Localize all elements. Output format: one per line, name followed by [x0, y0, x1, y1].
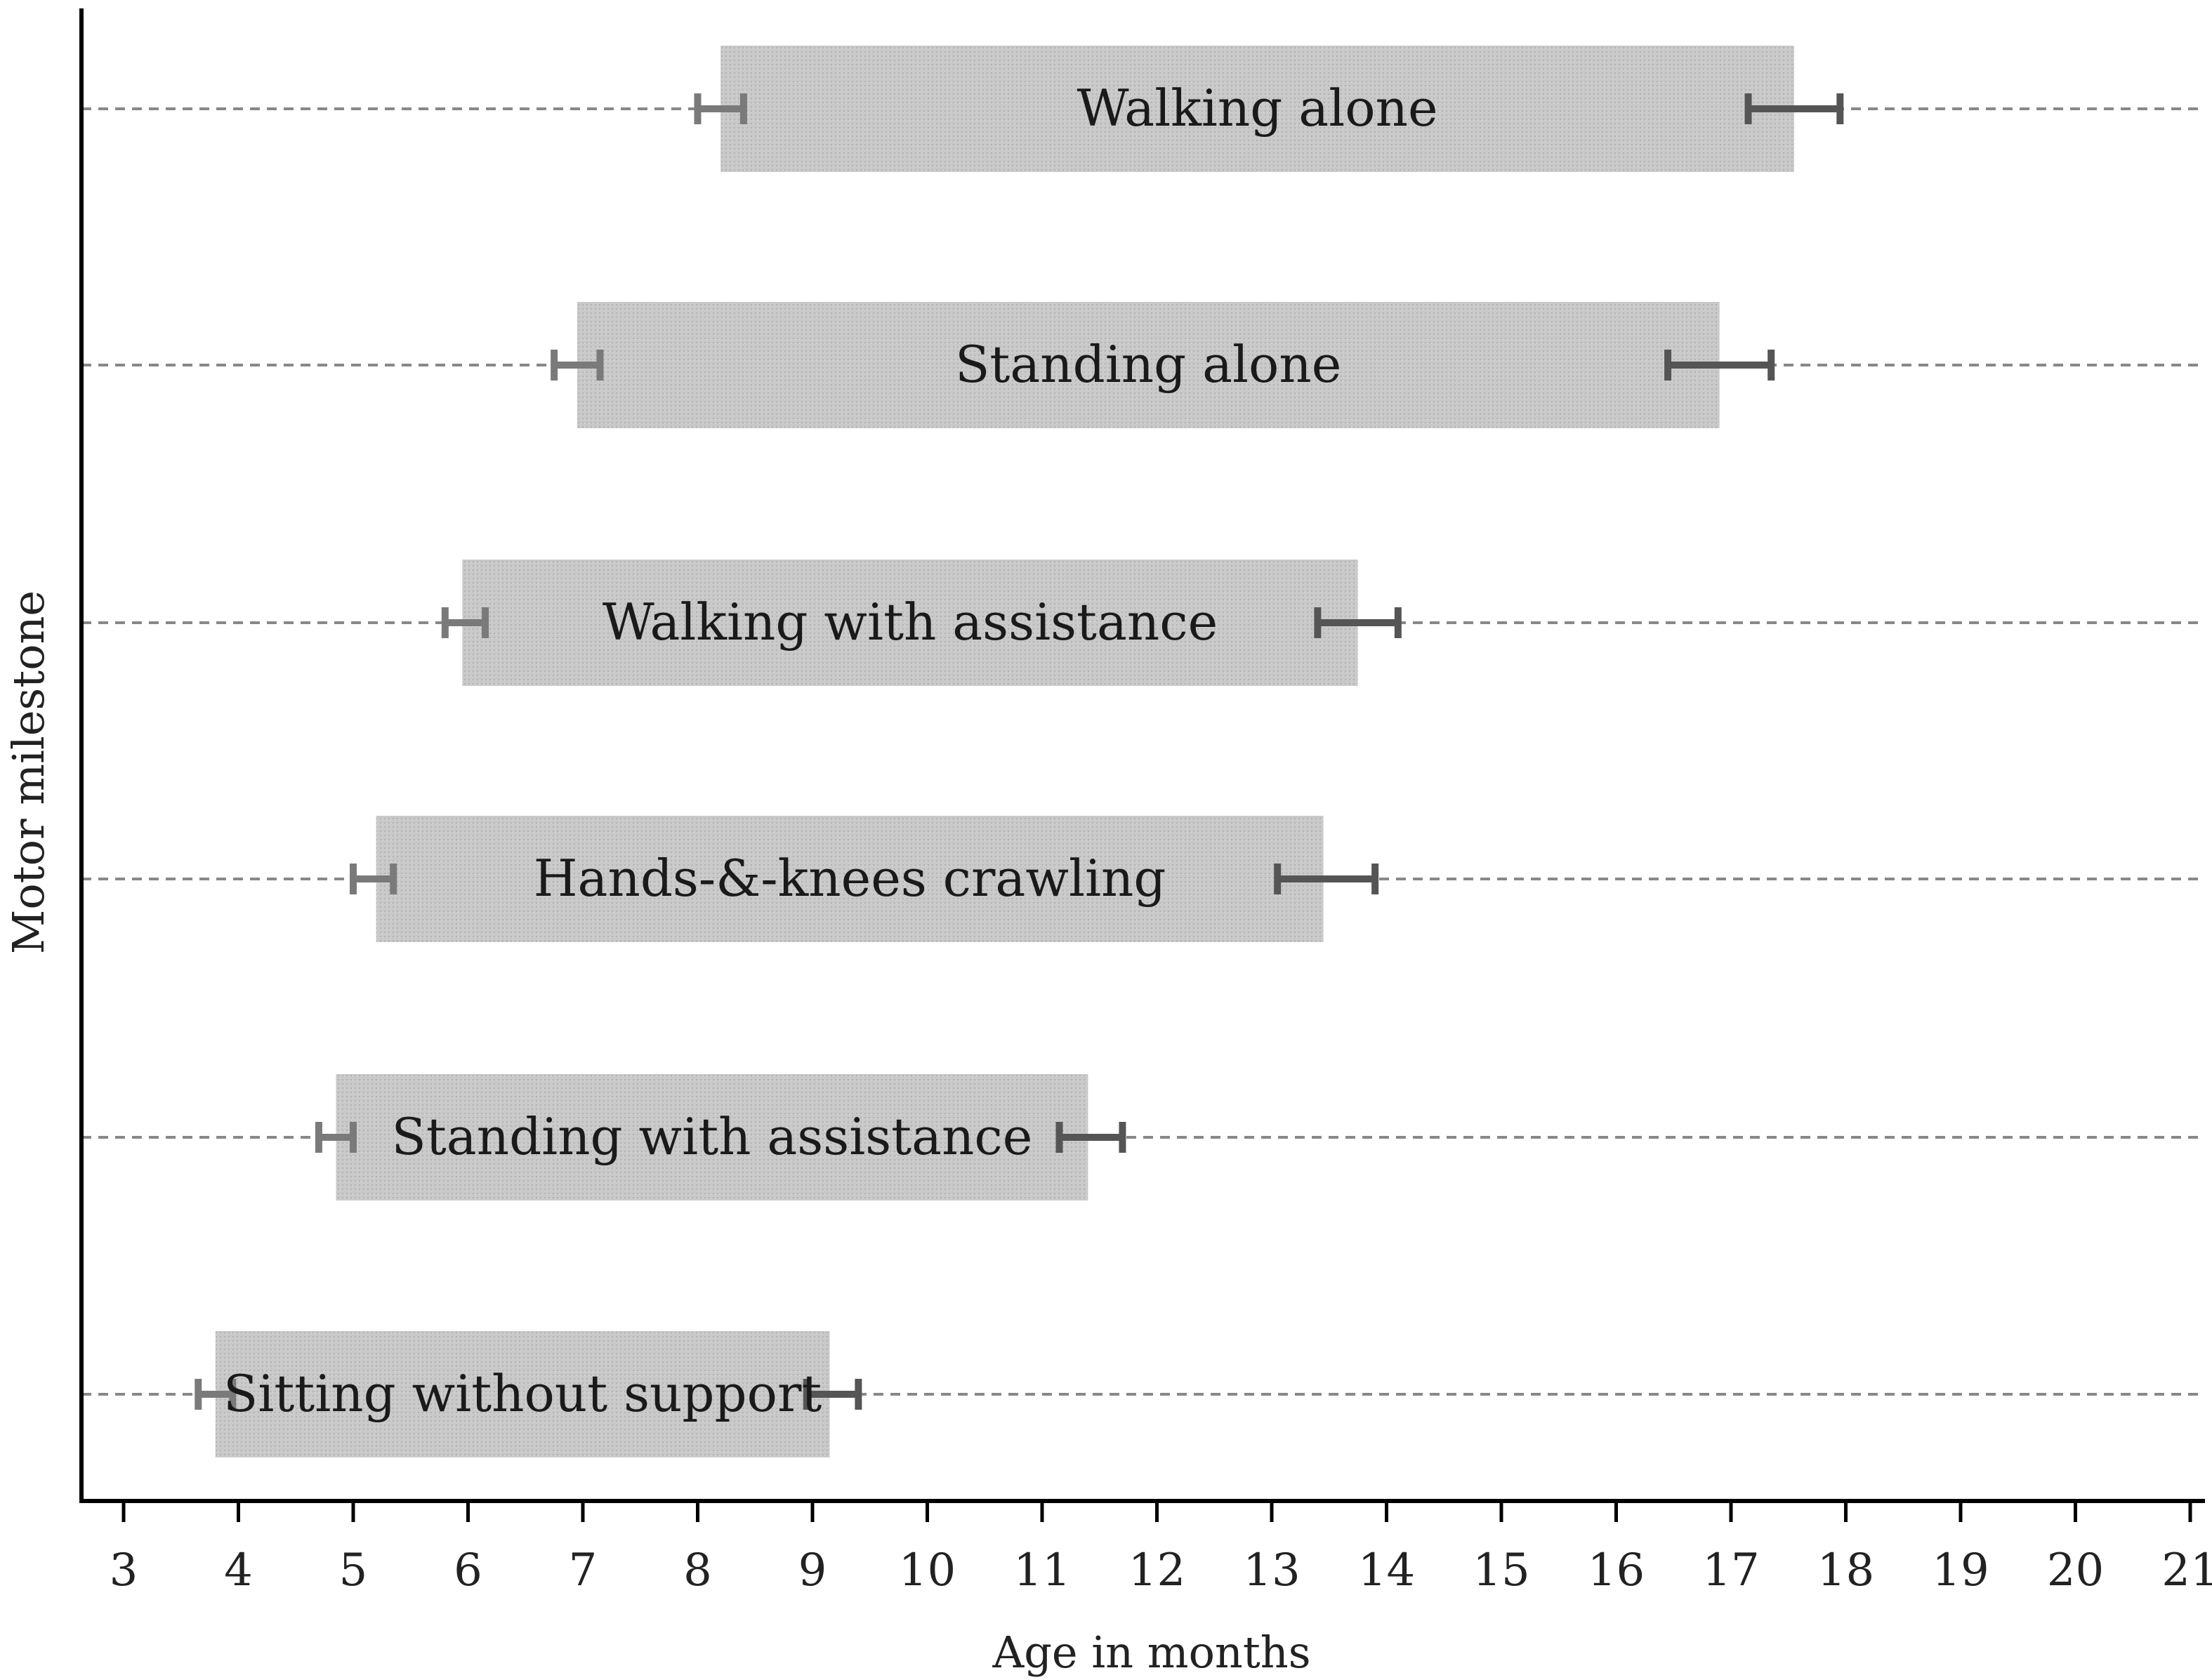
start-error-bar [350, 864, 397, 894]
x-tick-label: 9 [798, 1545, 827, 1596]
bar-label: Sitting without support [223, 1364, 822, 1423]
grid-lines [81, 107, 2205, 1396]
x-tick-label: 16 [1588, 1545, 1645, 1596]
milestone-bar [376, 816, 1324, 942]
bar-label: Walking with assistance [603, 593, 1218, 652]
x-tick-label: 7 [569, 1545, 598, 1596]
start-error-bar [694, 93, 747, 124]
bars [215, 46, 1794, 1457]
end-error-bar [1314, 607, 1402, 638]
x-tick-label: 12 [1128, 1545, 1185, 1596]
bar-label: Standing alone [955, 335, 1341, 394]
error-bars [195, 93, 1844, 1410]
x-axis-title: Age in months [992, 1627, 1310, 1678]
milestone-bar [215, 1331, 830, 1457]
end-error-bar [1664, 350, 1775, 381]
start-error-bar [441, 607, 489, 638]
x-tick-label: 18 [1817, 1545, 1874, 1596]
bar-label: Hands-&-knees crawling [534, 849, 1166, 908]
end-error-bar [1274, 864, 1379, 894]
end-error-bar [803, 1379, 862, 1410]
x-tick-label: 11 [1013, 1545, 1070, 1596]
axes [79, 8, 2205, 1503]
x-ticks: 3 4 5 6 7 8 9 10 11 12 13 14 15 16 17 18 19 20 21 [110, 1501, 2212, 1596]
start-error-bar [315, 1122, 357, 1153]
x-tick-label: 21 [2161, 1545, 2212, 1596]
x-tick-label: 15 [1473, 1545, 1529, 1596]
end-error-bar [1055, 1122, 1126, 1153]
x-tick-label: 19 [1932, 1545, 1989, 1596]
x-tick-label: 4 [224, 1545, 253, 1596]
x-tick-label: 10 [899, 1545, 956, 1596]
x-tick-label: 14 [1358, 1545, 1415, 1596]
x-tick-label: 13 [1243, 1545, 1300, 1596]
x-tick-label: 5 [339, 1545, 368, 1596]
milestone-bar [720, 46, 1794, 172]
x-tick-label: 6 [454, 1545, 482, 1596]
milestone-bar [336, 1074, 1088, 1201]
x-tick-label: 3 [110, 1545, 138, 1596]
end-error-bar [1744, 93, 1844, 124]
y-axis-title: Motor milestone [3, 590, 54, 954]
milestone-bar [462, 560, 1358, 686]
x-tick-label: 17 [1702, 1545, 1759, 1596]
bar-label: Walking alone [1077, 79, 1438, 138]
start-error-bar [551, 350, 604, 381]
milestone-bar [577, 302, 1720, 428]
bar-labels: Sitting without support Standing with ass… [223, 79, 1438, 1423]
bar-label: Standing with assistance [392, 1107, 1033, 1166]
start-error-bar [195, 1379, 237, 1410]
x-tick-label: 8 [683, 1545, 712, 1596]
x-tick-label: 20 [2047, 1545, 2104, 1596]
